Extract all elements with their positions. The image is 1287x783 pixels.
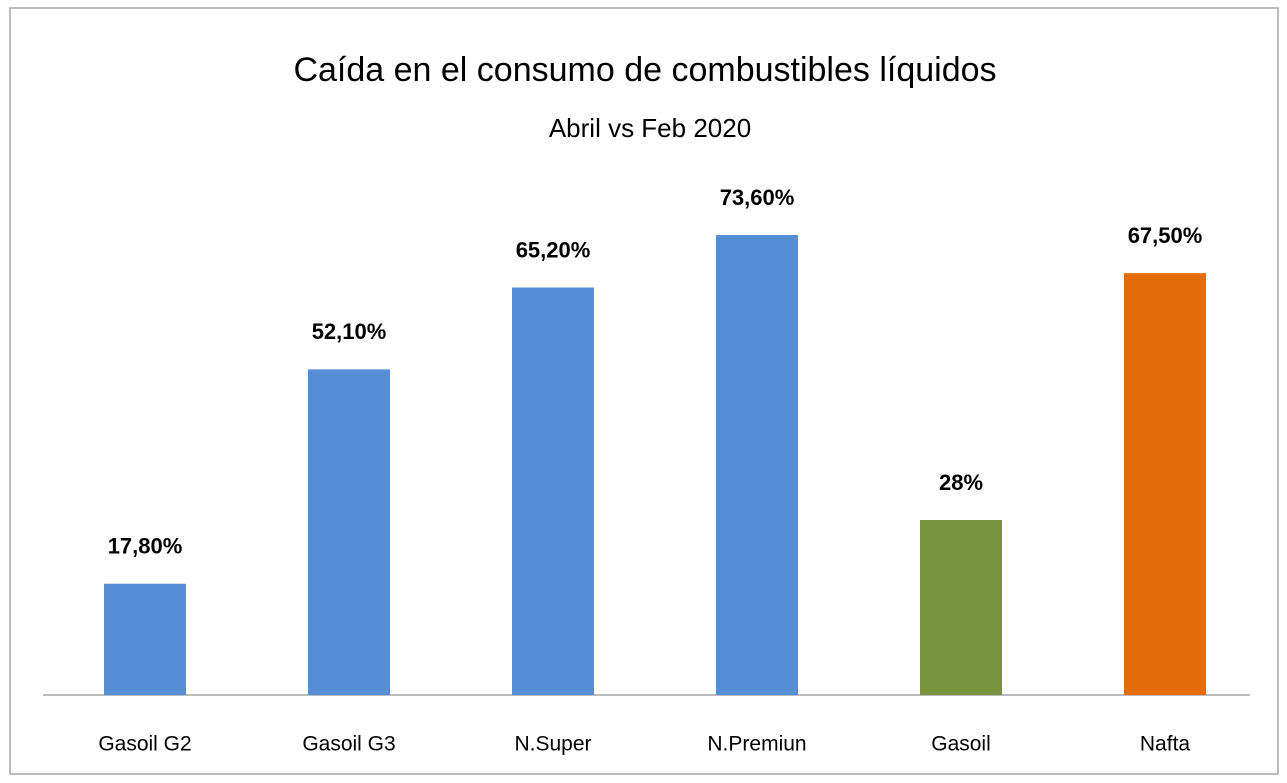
data-label: 73,60% <box>720 185 795 210</box>
bar <box>716 235 798 695</box>
chart-frame <box>9 7 1279 775</box>
x-tick-label: N.Premiun <box>707 733 806 756</box>
data-label: 65,20% <box>516 237 591 262</box>
data-label: 28% <box>939 470 983 495</box>
bar <box>104 583 186 695</box>
x-tick-label: N.Super <box>514 733 591 756</box>
bar <box>920 520 1002 695</box>
bar <box>308 369 390 695</box>
data-label: 67,50% <box>1128 223 1203 248</box>
x-tick-label: Nafta <box>1140 733 1191 756</box>
chart-title: Caída en el consumo de combustibles líqu… <box>293 51 996 89</box>
data-label: 52,10% <box>312 319 387 344</box>
x-tick-label: Gasoil G2 <box>98 733 191 756</box>
bar <box>1124 273 1206 695</box>
chart-subtitle: Abril vs Feb 2020 <box>549 113 751 143</box>
x-tick-label: Gasoil <box>931 733 991 756</box>
data-label: 17,80% <box>108 534 183 559</box>
bar <box>512 287 594 695</box>
x-tick-label: Gasoil G3 <box>302 733 395 756</box>
